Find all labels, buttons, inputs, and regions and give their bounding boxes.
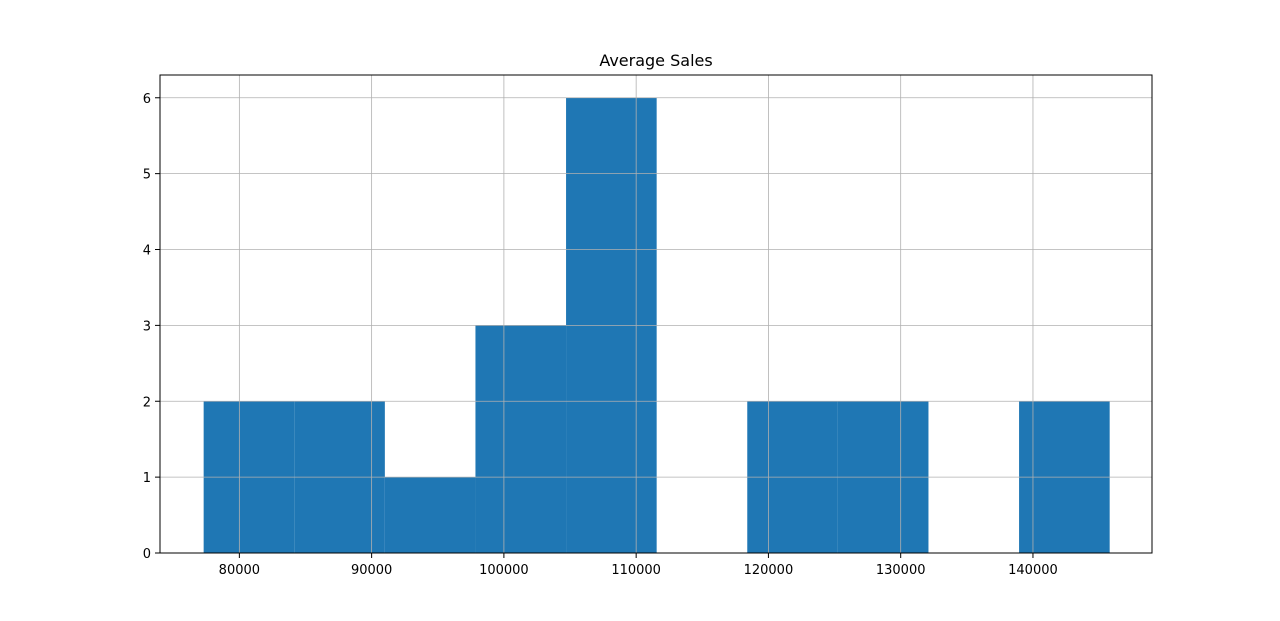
x-axis: 80000 90000 100000 110000 120000 130000 140000 — [219, 553, 1058, 578]
histogram-bar — [384, 477, 476, 553]
y-axis: 0 1 2 3 4 5 6 — [143, 92, 160, 562]
y-tick-label: 0 — [143, 547, 151, 562]
x-tick-label: 120000 — [744, 563, 794, 578]
chart-title: Average Sales — [599, 51, 712, 70]
y-tick-label: 6 — [143, 92, 151, 107]
histogram-bar — [475, 325, 567, 553]
x-tick-label: 90000 — [351, 563, 392, 578]
plot-frame — [159, 74, 1153, 554]
x-tick-label: 100000 — [479, 563, 529, 578]
y-tick-label: 5 — [143, 168, 151, 183]
grid-group — [160, 75, 1152, 554]
x-tick-label: 110000 — [611, 563, 661, 578]
y-tick-label: 3 — [143, 319, 151, 334]
x-tick-label: 80000 — [219, 563, 260, 578]
y-tick-label: 1 — [143, 471, 151, 486]
x-tick-label: 140000 — [1008, 563, 1058, 578]
y-tick-label: 4 — [143, 244, 151, 259]
x-tick-label: 130000 — [876, 563, 926, 578]
y-tick-label: 2 — [143, 395, 151, 410]
